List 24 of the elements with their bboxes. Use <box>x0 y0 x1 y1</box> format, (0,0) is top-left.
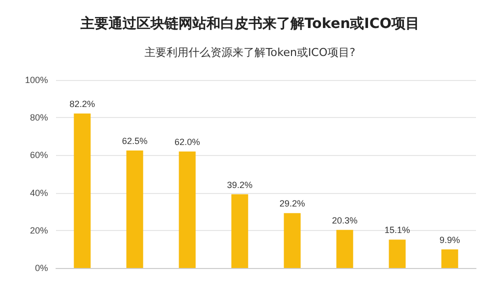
data-label: 29.2% <box>279 198 306 209</box>
data-label: 9.9% <box>439 234 460 245</box>
chart-subtitle: 主要利用什么资源来了解Token或ICO项目? <box>144 46 356 59</box>
y-tick-label: 100% <box>24 75 48 85</box>
bar <box>178 151 196 268</box>
chart-title: 主要通过区块链网站和白皮书来了解Token或ICO项目 <box>79 15 420 32</box>
bar <box>126 150 144 268</box>
bar <box>231 194 248 268</box>
bar <box>388 240 406 268</box>
data-label: 15.1% <box>384 225 410 236</box>
data-label: 62.0% <box>174 136 200 147</box>
bar <box>336 230 354 268</box>
y-tick-label: 0% <box>34 263 48 273</box>
data-label: 82.2% <box>69 98 96 109</box>
data-label: 20.3% <box>332 215 358 226</box>
data-label: 62.5% <box>122 136 148 146</box>
data-label: 39.2% <box>226 180 253 190</box>
y-tick-label: 80% <box>30 112 48 123</box>
bar <box>441 249 458 268</box>
y-tick-label: 60% <box>30 150 48 160</box>
bar <box>74 113 91 268</box>
y-tick-label: 40% <box>30 188 48 198</box>
y-tick-label: 20% <box>30 225 48 236</box>
bar <box>284 213 301 268</box>
